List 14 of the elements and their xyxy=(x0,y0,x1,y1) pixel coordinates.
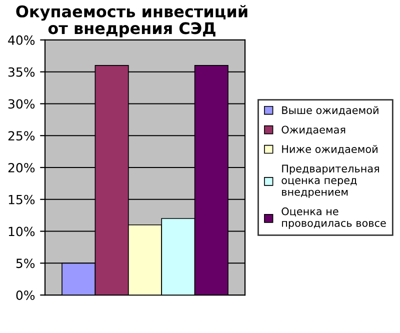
y-tick-label: 5% xyxy=(16,258,35,268)
y-tick-label: 0% xyxy=(16,290,35,300)
legend-label: Предварительная оценка перед внедрением xyxy=(282,164,379,198)
legend-label: Оценка не проводилась вовсе xyxy=(282,207,386,229)
legend-label: Ниже ожидаемой xyxy=(282,145,378,154)
legend-label: Выше ожидаемой xyxy=(282,106,378,116)
legend-label: Ожидаемая xyxy=(282,126,346,135)
y-tick-label: 10% xyxy=(8,226,35,236)
y-tick-label: 35% xyxy=(8,67,35,77)
y-tick-label: 15% xyxy=(8,194,35,204)
y-tick-label: 20% xyxy=(8,162,35,172)
y-tick-label: 25% xyxy=(8,131,35,141)
y-tick-label: 30% xyxy=(8,99,35,109)
y-tick-label: 40% xyxy=(8,35,35,45)
